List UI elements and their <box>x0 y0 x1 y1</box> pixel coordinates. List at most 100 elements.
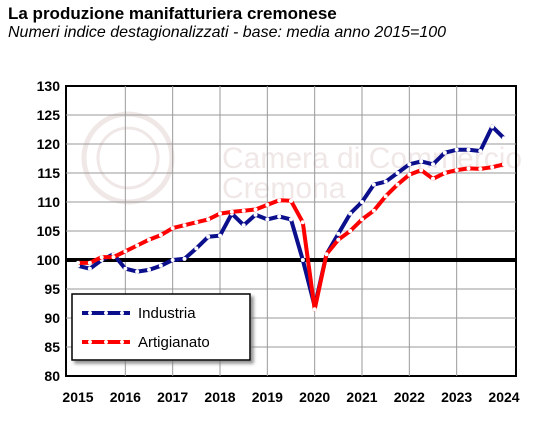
x-tick-label: 2018 <box>204 389 235 405</box>
data-point-artigianato <box>170 226 175 231</box>
data-point-industria <box>336 231 341 236</box>
legend-marker <box>88 340 92 344</box>
data-point-artigianato <box>135 243 140 248</box>
data-point-industria <box>454 147 459 152</box>
y-tick-label: 85 <box>44 339 60 355</box>
data-point-artigianato <box>360 217 364 222</box>
data-point-industria <box>277 214 282 219</box>
data-point-artigianato <box>454 168 459 173</box>
data-point-industria <box>419 159 424 164</box>
y-tick-label: 110 <box>37 194 60 210</box>
data-point-artigianato <box>442 171 447 175</box>
data-point-artigianato <box>431 176 435 181</box>
y-tick-label: 90 <box>44 310 60 326</box>
data-point-artigianato <box>99 255 104 260</box>
data-point-artigianato <box>478 166 483 171</box>
data-point-artigianato <box>76 260 80 265</box>
x-tick-label: 2015 <box>62 389 93 405</box>
data-point-artigianato <box>289 198 293 203</box>
data-point-industria <box>360 200 364 204</box>
data-point-industria <box>218 233 222 238</box>
x-tick-label: 2023 <box>441 389 472 405</box>
data-point-industria <box>490 124 495 129</box>
y-tick-label: 125 <box>37 107 61 123</box>
data-point-artigianato <box>300 220 305 225</box>
legend-marker <box>104 340 108 344</box>
data-point-industria <box>407 162 412 167</box>
data-point-artigianato <box>466 166 471 171</box>
data-point-industria <box>158 263 163 268</box>
data-point-industria <box>253 212 258 217</box>
series-layer <box>76 124 506 312</box>
data-point-artigianato <box>206 217 211 222</box>
data-point-industria <box>182 256 187 261</box>
data-point-industria <box>478 148 483 153</box>
chart-title: La produzione manifatturiera cremonese <box>8 4 337 23</box>
data-point-artigianato <box>123 249 128 254</box>
data-point-industria <box>241 223 246 228</box>
y-tick-label: 105 <box>37 223 61 239</box>
data-point-industria <box>300 258 305 262</box>
data-point-artigianato <box>383 194 388 199</box>
y-tick-label: 115 <box>37 165 60 181</box>
data-point-artigianato <box>490 165 495 170</box>
chart-subtitle: Numeri indice destagionalizzati - base: … <box>8 24 447 41</box>
data-point-industria <box>348 211 353 216</box>
x-axis: 2015 2016 2017 2018 2019 2020 2021 2022 2023 2024 <box>62 389 519 405</box>
legend-items: Industria Artigianato <box>82 305 210 351</box>
x-tick-label: 2022 <box>394 389 425 405</box>
x-tick-label: 2021 <box>346 389 377 405</box>
data-point-artigianato <box>395 182 400 187</box>
data-point-artigianato <box>312 307 317 312</box>
data-point-industria <box>289 217 293 222</box>
y-tick-label: 80 <box>44 368 60 384</box>
x-tick-label: 2016 <box>110 389 141 405</box>
data-point-artigianato <box>371 208 376 213</box>
data-point-industria <box>466 147 471 152</box>
y-tick-label: 130 <box>37 78 61 94</box>
legend <box>71 293 251 361</box>
data-point-industria <box>371 182 376 187</box>
data-point-artigianato <box>265 202 270 207</box>
y-axis: 80 85 90 95 100 105 110 115 120 125 130 <box>37 78 61 384</box>
data-point-industria <box>442 150 447 155</box>
data-point-artigianato <box>229 209 234 214</box>
y-tick-label: 120 <box>37 136 61 152</box>
y-tick-label: 100 <box>37 252 61 268</box>
x-tick-label: 2020 <box>299 389 330 405</box>
data-point-artigianato <box>218 211 222 216</box>
data-point-artigianato <box>111 255 116 260</box>
legend-label-artigianato: Artigianato <box>138 334 210 351</box>
data-point-industria <box>123 266 128 271</box>
data-point-artigianato <box>241 208 246 213</box>
data-point-artigianato <box>277 198 282 203</box>
y-tick-label: 95 <box>44 281 60 297</box>
legend-marker <box>104 311 108 315</box>
data-point-artigianato <box>419 168 424 173</box>
legend-marker <box>120 311 124 315</box>
legend-marker <box>88 311 92 315</box>
data-point-industria <box>395 171 400 175</box>
data-point-artigianato <box>502 162 506 167</box>
data-point-industria <box>431 162 435 167</box>
data-point-industria <box>383 179 388 184</box>
data-point-artigianato <box>407 172 412 177</box>
data-point-artigianato <box>348 229 353 233</box>
data-point-artigianato <box>158 233 163 238</box>
legend-label-industria: Industria <box>138 305 196 322</box>
data-point-industria <box>135 269 140 274</box>
x-tick-label: 2019 <box>252 389 283 405</box>
data-point-industria <box>502 136 506 141</box>
data-point-industria <box>87 266 92 271</box>
data-point-artigianato <box>147 237 151 242</box>
data-point-industria <box>265 217 270 222</box>
data-point-industria <box>206 234 211 239</box>
data-point-artigianato <box>194 220 199 225</box>
data-point-artigianato <box>182 223 187 228</box>
data-point-industria <box>194 246 199 251</box>
data-point-artigianato <box>336 237 341 242</box>
x-tick-label: 2017 <box>157 389 188 405</box>
data-point-artigianato <box>324 252 329 257</box>
data-point-artigianato <box>87 260 92 265</box>
